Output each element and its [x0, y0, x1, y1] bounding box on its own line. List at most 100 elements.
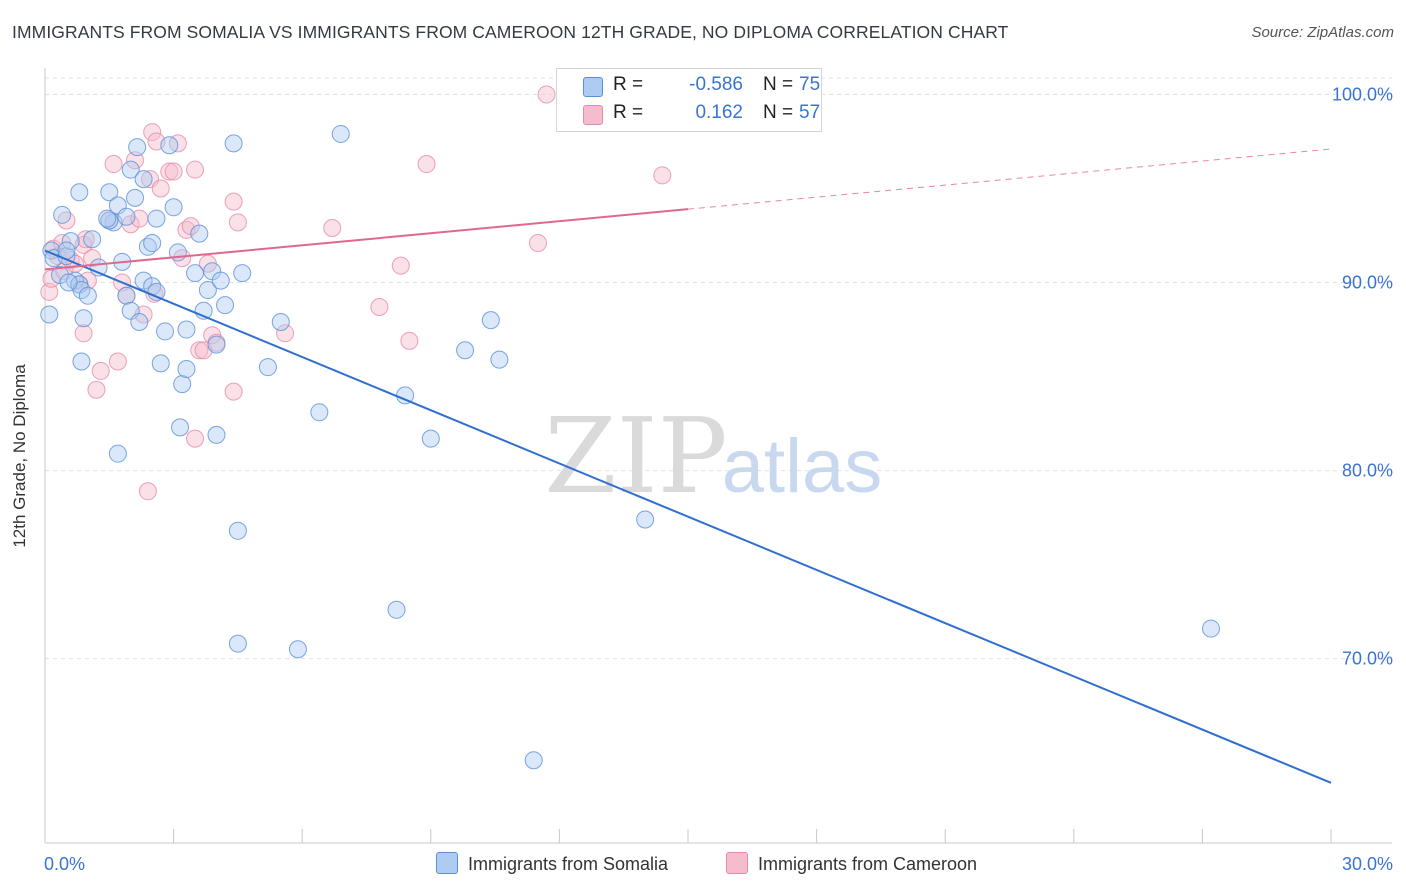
somalia-point — [100, 183, 119, 202]
bottom-legend-cameroon: Immigrants from Cameroon — [726, 852, 977, 876]
somalia-point — [117, 286, 136, 305]
somalia-trend-line — [44, 249, 1332, 784]
somalia-point — [186, 264, 205, 283]
y-tick-label: 70.0% — [1342, 649, 1393, 669]
somalia-point — [207, 335, 226, 354]
somalia-point — [98, 209, 117, 228]
somalia-point — [288, 640, 307, 659]
legend-n-value: 75 — [799, 74, 821, 95]
legend-r-value: 0.162 — [695, 102, 743, 123]
cameroon-point — [186, 160, 205, 179]
legend-n-label: N = — [763, 74, 794, 95]
legend-n-label: N = — [763, 102, 794, 123]
chart-title: IMMIGRANTS FROM SOMALIA VS IMMIGRANTS FR… — [12, 22, 1009, 42]
somalia-point — [331, 124, 350, 143]
chart-source: Source: ZipAtlas.com — [1251, 24, 1394, 41]
cameroon-point — [40, 282, 59, 301]
somalia-point — [636, 510, 655, 529]
cameroon-point — [323, 218, 342, 237]
somalia-point — [72, 352, 91, 371]
somalia-point — [59, 273, 78, 292]
cameroon-point — [276, 324, 295, 343]
bottom-legend-label-cameroon: Immigrants from Cameroon — [758, 854, 978, 874]
cameroon-point — [143, 123, 162, 142]
bottom-legend-label-somalia: Immigrants from Somalia — [468, 854, 669, 874]
somalia-point — [271, 313, 290, 332]
legend-swatch-cameroon — [583, 105, 603, 125]
cameroon-point — [370, 297, 389, 316]
somalia-point — [228, 634, 247, 653]
y-tick-label: 80.0% — [1342, 461, 1393, 481]
bottom-legend-swatch-somalia — [436, 852, 458, 874]
x-tick-label: 0.0% — [44, 854, 85, 874]
cameroon-point — [87, 380, 106, 399]
somalia-point — [121, 160, 140, 179]
somalia-point — [40, 305, 59, 324]
somalia-point — [481, 311, 500, 330]
watermark-layer: ZIP atlas — [544, 395, 882, 517]
legend-r-value: -0.586 — [689, 74, 743, 95]
somalia-point — [190, 224, 209, 243]
cameroon-trend-extension — [687, 148, 1332, 210]
somalia-point — [70, 183, 89, 202]
grid-layer — [45, 77, 1392, 660]
trend-layer — [44, 148, 1332, 784]
somalia-point — [387, 600, 406, 619]
cameroon-point — [653, 166, 672, 185]
somalia-point — [108, 444, 127, 463]
somalia-point — [310, 403, 329, 422]
cameroon-point — [228, 213, 247, 232]
cameroon-point — [391, 256, 410, 275]
somalia-point — [524, 751, 543, 770]
cameroon-point — [537, 85, 556, 104]
legend-r-label: R = — [613, 74, 644, 95]
cameroon-point — [108, 352, 127, 371]
cameroon-point — [78, 271, 97, 290]
somalia-point — [143, 234, 162, 253]
cameroon-point — [164, 162, 183, 181]
correlation-legend: R = -0.586 N = 75 R = 0.162 N = 57 — [556, 68, 822, 132]
somalia-point — [1201, 619, 1220, 638]
somalia-point — [177, 320, 196, 339]
cameroon-point — [104, 155, 123, 174]
somalia-point — [177, 360, 196, 379]
cameroon-point — [126, 151, 145, 170]
somalia-point — [171, 418, 190, 437]
somalia-point — [421, 429, 440, 448]
points-layer — [40, 85, 1220, 770]
somalia-point — [130, 313, 149, 332]
cameroon-point — [83, 249, 102, 268]
somalia-point — [53, 205, 72, 224]
x-tick-label: 30.0% — [1342, 854, 1393, 874]
cameroon-point — [186, 429, 205, 448]
somalia-point — [151, 354, 170, 373]
cameroon-point — [138, 482, 157, 501]
somalia-point — [173, 375, 192, 394]
bottom-legend-somalia: Immigrants from Somalia — [436, 852, 668, 876]
cameroon-point — [91, 361, 110, 380]
somalia-point — [128, 138, 147, 157]
legend-n-value: 57 — [799, 102, 821, 123]
somalia-point — [164, 198, 183, 217]
cameroon-point — [160, 162, 179, 181]
somalia-point — [117, 207, 136, 226]
somalia-point — [216, 296, 235, 315]
y-tick-label: 100.0% — [1332, 84, 1393, 104]
somalia-point — [198, 281, 217, 300]
somalia-point — [156, 322, 175, 341]
somalia-point — [78, 286, 97, 305]
cameroon-point — [400, 331, 419, 350]
cameroon-point — [224, 192, 243, 211]
somalia-point — [61, 232, 80, 251]
watermark-zip: ZIP — [544, 395, 727, 517]
somalia-point — [233, 264, 252, 283]
cameroon-trend-line — [44, 208, 689, 271]
cameroon-point — [190, 341, 209, 360]
watermark-atlas: atlas — [722, 424, 883, 509]
cameroon-point — [528, 234, 547, 253]
somalia-point — [211, 271, 230, 290]
legend-r-label: R = — [613, 102, 644, 123]
somalia-point — [74, 309, 93, 328]
somalia-point — [228, 521, 247, 540]
